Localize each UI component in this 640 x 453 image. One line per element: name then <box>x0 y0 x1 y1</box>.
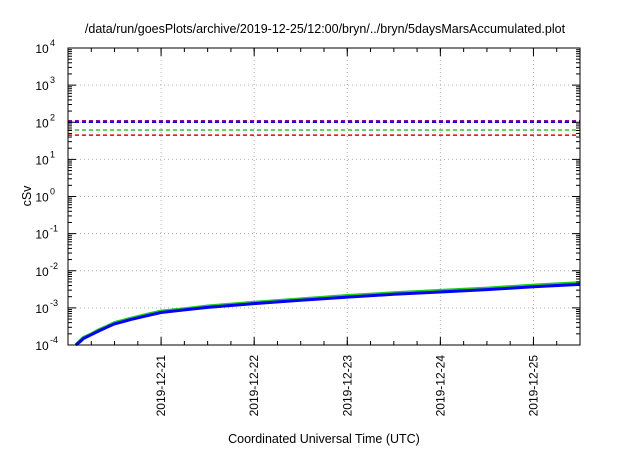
y-tick-label: 10 <box>35 116 49 130</box>
x-axis: 2019-12-21 2019-12-22 2019-12-23 2019-12-24… <box>90 48 558 417</box>
y-tick-exponent: 2 <box>50 112 55 122</box>
y-tick-label: 10 <box>35 191 49 205</box>
y-tick-exponent: 1 <box>50 149 55 159</box>
y-tick-label: 10 <box>35 228 49 242</box>
x-axis-label: Coordinated Universal Time (UTC) <box>228 432 420 446</box>
y-tick-exponent: -1 <box>50 224 58 234</box>
x-tick-label: 2019-12-23 <box>340 355 354 417</box>
y-tick-exponent: -3 <box>50 298 58 308</box>
x-tick-label: 2019-12-21 <box>154 355 168 417</box>
y-tick-exponent: -4 <box>50 335 58 345</box>
y-tick-label: 10 <box>35 42 49 56</box>
grid-layer <box>68 48 580 345</box>
x-tick-label: 2019-12-24 <box>433 355 447 417</box>
y-tick-label: 10 <box>35 339 49 353</box>
y-axis-label: cSv <box>20 185 34 207</box>
x-tick-label: 2019-12-25 <box>526 355 540 417</box>
series-layer <box>74 281 581 347</box>
chart-title: /data/run/goesPlots/archive/2019-12-25/1… <box>85 22 566 36</box>
y-tick-label: 10 <box>35 302 49 316</box>
y-tick-exponent: 4 <box>50 38 55 48</box>
y-tick-exponent: 3 <box>50 75 55 85</box>
series-line <box>74 282 581 347</box>
y-tick-label: 10 <box>35 153 49 167</box>
y-tick-label: 10 <box>35 265 49 279</box>
threshold-layer <box>68 119 580 136</box>
y-tick-exponent: -2 <box>50 261 58 271</box>
y-tick-exponent: 0 <box>50 187 55 197</box>
y-tick-label: 10 <box>35 79 49 93</box>
x-tick-label: 2019-12-22 <box>247 355 261 417</box>
